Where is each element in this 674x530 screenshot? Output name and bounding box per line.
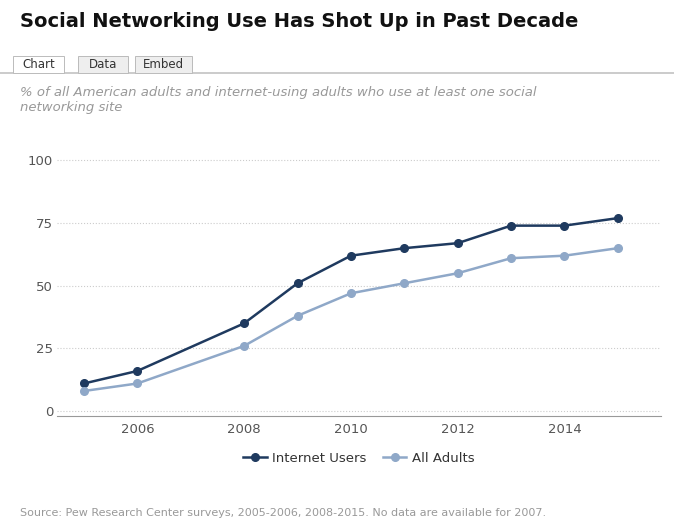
Text: Chart: Chart <box>22 58 55 71</box>
Legend: Internet Users, All Adults: Internet Users, All Adults <box>238 447 480 470</box>
Text: Data: Data <box>88 58 117 71</box>
Text: Source: Pew Research Center surveys, 2005-2006, 2008-2015. No data are available: Source: Pew Research Center surveys, 200… <box>20 508 547 518</box>
Text: Social Networking Use Has Shot Up in Past Decade: Social Networking Use Has Shot Up in Pas… <box>20 12 578 31</box>
Text: % of all American adults and internet-using adults who use at least one social
n: % of all American adults and internet-us… <box>20 86 537 114</box>
Text: Embed: Embed <box>143 58 184 71</box>
